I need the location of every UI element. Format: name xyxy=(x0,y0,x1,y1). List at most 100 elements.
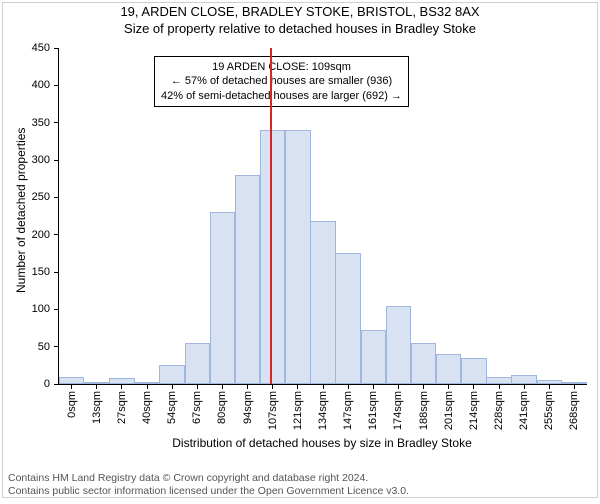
y-tick-mark xyxy=(54,160,59,161)
x-tick-mark xyxy=(96,384,97,389)
x-tick-mark xyxy=(247,384,248,389)
x-tick-label: 255sqm xyxy=(543,391,555,430)
y-tick-label: 200 xyxy=(32,229,54,241)
x-tick: 40sqm xyxy=(141,384,153,424)
x-tick-mark xyxy=(549,384,550,389)
y-tick-label: 0 xyxy=(44,378,54,390)
histogram-bar xyxy=(285,130,310,384)
y-tick: 0 xyxy=(44,378,59,390)
x-tick-mark xyxy=(323,384,324,389)
x-tick-mark xyxy=(272,384,273,389)
x-tick: 121sqm xyxy=(292,384,304,430)
x-tick: 214sqm xyxy=(468,384,480,430)
x-tick-label: 147sqm xyxy=(342,391,354,430)
histogram-bar xyxy=(310,221,335,384)
x-tick-label: 201sqm xyxy=(443,391,455,430)
x-tick-label: 134sqm xyxy=(317,391,329,430)
x-tick-label: 67sqm xyxy=(191,391,203,424)
histogram-bar xyxy=(260,130,285,384)
histogram-bar xyxy=(361,330,386,384)
x-tick-label: 188sqm xyxy=(418,391,430,430)
histogram-bar xyxy=(235,175,260,384)
x-tick: 13sqm xyxy=(91,384,103,424)
y-tick: 250 xyxy=(32,191,59,203)
x-tick-mark xyxy=(574,384,575,389)
x-tick: 188sqm xyxy=(418,384,430,430)
x-tick: 94sqm xyxy=(242,384,254,424)
x-tick: 0sqm xyxy=(66,384,78,418)
x-tick-mark xyxy=(499,384,500,389)
x-tick-label: 228sqm xyxy=(493,391,505,430)
x-tick: 268sqm xyxy=(568,384,580,430)
annot-line-3: 42% of semi-detached houses are larger (… xyxy=(161,89,402,103)
x-tick-mark xyxy=(197,384,198,389)
main-title: 19, ARDEN CLOSE, BRADLEY STOKE, BRISTOL,… xyxy=(0,4,600,19)
y-tick: 200 xyxy=(32,229,59,241)
x-tick: 107sqm xyxy=(267,384,279,430)
histogram-bar xyxy=(486,377,511,384)
y-tick-mark xyxy=(54,234,59,235)
x-tick-label: 54sqm xyxy=(166,391,178,424)
y-tick-label: 150 xyxy=(32,266,54,278)
y-axis-label: Number of detached properties xyxy=(14,128,28,293)
x-tick-mark xyxy=(348,384,349,389)
y-tick-label: 50 xyxy=(38,341,54,353)
histogram-bar xyxy=(461,358,486,384)
x-tick: 54sqm xyxy=(166,384,178,424)
x-tick: 161sqm xyxy=(367,384,379,430)
y-tick-label: 250 xyxy=(32,191,54,203)
x-tick-label: 241sqm xyxy=(518,391,530,430)
y-tick: 100 xyxy=(32,303,59,315)
y-tick: 50 xyxy=(38,341,59,353)
x-tick: 201sqm xyxy=(443,384,455,430)
x-tick-label: 107sqm xyxy=(267,391,279,430)
chart-area: Number of detached properties 19 ARDEN C… xyxy=(0,40,600,418)
histogram-bar xyxy=(436,354,461,384)
x-tick: 228sqm xyxy=(493,384,505,430)
x-tick-label: 268sqm xyxy=(568,391,580,430)
x-tick: 67sqm xyxy=(191,384,203,424)
footer-line-2: Contains public sector information licen… xyxy=(8,485,592,498)
y-tick-mark xyxy=(54,48,59,49)
histogram-bar xyxy=(159,365,184,384)
y-tick: 300 xyxy=(32,154,59,166)
x-tick-mark xyxy=(448,384,449,389)
x-tick: 255sqm xyxy=(543,384,555,430)
x-tick-label: 27sqm xyxy=(116,391,128,424)
reference-line xyxy=(270,48,272,384)
footer-line-1: Contains HM Land Registry data © Crown c… xyxy=(8,472,592,485)
x-tick-mark xyxy=(423,384,424,389)
x-tick-label: 0sqm xyxy=(66,391,78,418)
y-tick: 450 xyxy=(32,42,59,54)
y-tick-mark xyxy=(54,346,59,347)
annot-line-1: 19 ARDEN CLOSE: 109sqm xyxy=(161,60,402,74)
histogram-bar xyxy=(185,343,210,384)
x-axis-label: Distribution of detached houses by size … xyxy=(58,436,586,442)
y-tick-label: 450 xyxy=(32,42,54,54)
histogram-bar xyxy=(511,375,536,384)
y-tick-label: 300 xyxy=(32,154,54,166)
annotation-box: 19 ARDEN CLOSE: 109sqm ← 57% of detached… xyxy=(154,56,409,107)
y-tick: 350 xyxy=(32,117,59,129)
y-tick-mark xyxy=(54,197,59,198)
titles-block: 19, ARDEN CLOSE, BRADLEY STOKE, BRISTOL,… xyxy=(0,4,600,36)
histogram-bar xyxy=(411,343,436,384)
histogram-bar xyxy=(210,212,235,384)
x-tick: 147sqm xyxy=(342,384,354,430)
x-tick: 241sqm xyxy=(518,384,530,430)
x-tick-label: 121sqm xyxy=(292,391,304,430)
histogram-bar xyxy=(59,377,84,384)
x-tick-mark xyxy=(297,384,298,389)
x-tick-label: 80sqm xyxy=(216,391,228,424)
x-tick-mark xyxy=(71,384,72,389)
y-tick-mark xyxy=(54,272,59,273)
x-tick-label: 40sqm xyxy=(141,391,153,424)
annot-line-2: ← 57% of detached houses are smaller (93… xyxy=(161,74,402,88)
x-tick-label: 161sqm xyxy=(367,391,379,430)
y-tick-label: 400 xyxy=(32,79,54,91)
histogram-bar xyxy=(386,306,411,384)
sub-title: Size of property relative to detached ho… xyxy=(0,21,600,36)
x-tick-mark xyxy=(222,384,223,389)
y-tick: 400 xyxy=(32,79,59,91)
y-tick-label: 350 xyxy=(32,117,54,129)
